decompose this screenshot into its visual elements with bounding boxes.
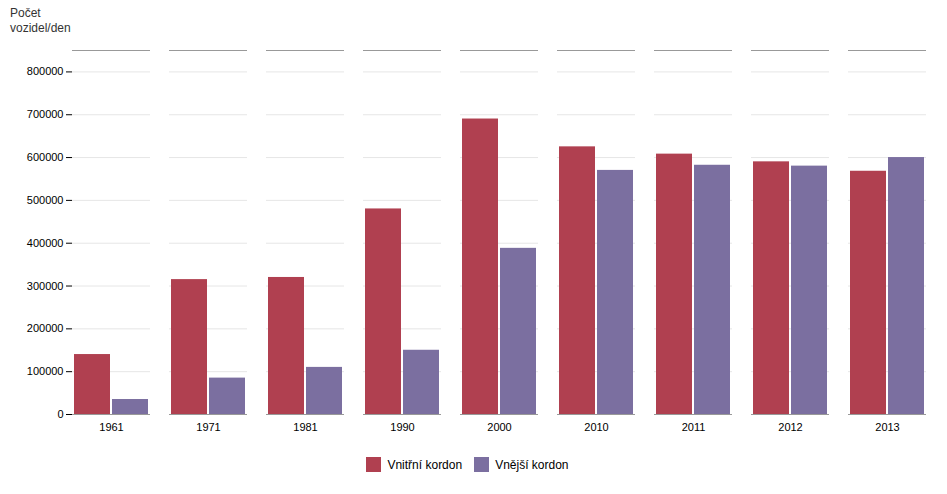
html-text:Vnější kordon: Vnější kordon xyxy=(495,457,569,472)
svg-text:200000: 200000 xyxy=(27,322,64,334)
svg-text:100000: 100000 xyxy=(27,365,64,377)
svg-text:1961: 1961 xyxy=(99,421,123,433)
svg-text:600000: 600000 xyxy=(27,151,64,163)
svg-text:2000: 2000 xyxy=(487,421,511,433)
svg-text:800000: 800000 xyxy=(27,65,64,77)
svg-text:0: 0 xyxy=(57,408,63,420)
svg-text:700000: 700000 xyxy=(27,108,64,120)
svg-text:1990: 1990 xyxy=(390,421,414,433)
html-text:Počet vozidel/den: Počet vozidel/den xyxy=(10,6,71,35)
svg-text:2012: 2012 xyxy=(778,421,802,433)
svg-text:2010: 2010 xyxy=(584,421,608,433)
svg-text:2013: 2013 xyxy=(875,421,899,433)
svg-text:2011: 2011 xyxy=(682,421,706,433)
svg-text:500000: 500000 xyxy=(27,194,64,206)
svg-text:1981: 1981 xyxy=(293,421,317,433)
svg-text:400000: 400000 xyxy=(27,237,64,249)
svg-text:1971: 1971 xyxy=(196,421,220,433)
html-text:Vnitřní kordon: Vnitřní kordon xyxy=(387,457,463,472)
svg-text:300000: 300000 xyxy=(27,280,64,292)
